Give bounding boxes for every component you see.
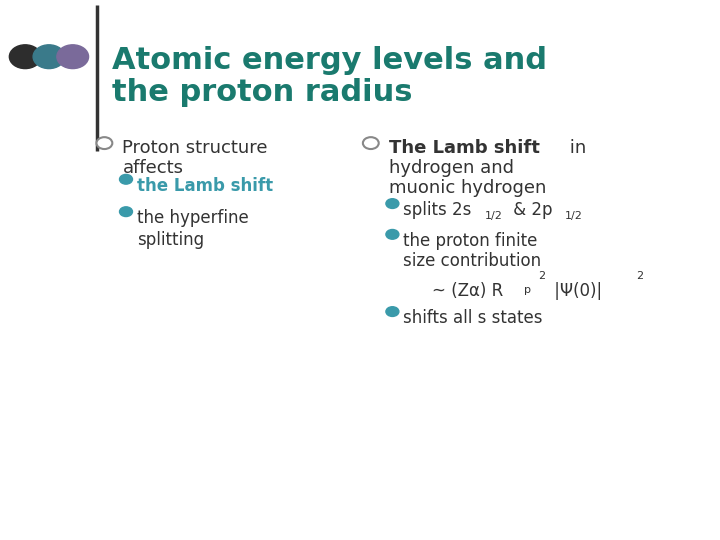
Text: splits 2s: splits 2s [403,201,472,219]
Circle shape [96,137,112,149]
Text: 1/2: 1/2 [565,211,583,221]
Circle shape [9,45,41,69]
Text: 2: 2 [539,271,546,281]
Text: shifts all s states: shifts all s states [403,309,543,327]
Text: hydrogen and: hydrogen and [389,159,514,177]
Text: affects: affects [122,159,184,177]
Text: ~ (Zα) R: ~ (Zα) R [432,282,503,300]
Circle shape [386,199,399,208]
Text: 1/2: 1/2 [485,211,503,221]
Text: 2: 2 [636,271,643,281]
Circle shape [33,45,65,69]
Text: in: in [564,139,586,157]
Text: Proton structure: Proton structure [122,139,268,157]
Text: muonic hydrogen: muonic hydrogen [389,179,546,197]
Circle shape [120,207,132,217]
Circle shape [57,45,89,69]
Text: the proton finite: the proton finite [403,232,538,249]
Text: the Lamb shift: the Lamb shift [137,177,273,194]
Text: size contribution: size contribution [403,252,541,270]
Text: The Lamb shift: The Lamb shift [389,139,540,157]
Text: p: p [524,285,531,295]
Text: & 2p: & 2p [508,201,552,219]
Circle shape [386,230,399,239]
Text: |Ψ(0)|: |Ψ(0)| [549,282,603,300]
Text: splitting: splitting [137,231,204,248]
Text: Atomic energy levels and: Atomic energy levels and [112,46,546,75]
Circle shape [363,137,379,149]
Circle shape [120,174,132,184]
Circle shape [386,307,399,316]
Text: the proton radius: the proton radius [112,78,412,107]
Text: the hyperfine: the hyperfine [137,209,248,227]
